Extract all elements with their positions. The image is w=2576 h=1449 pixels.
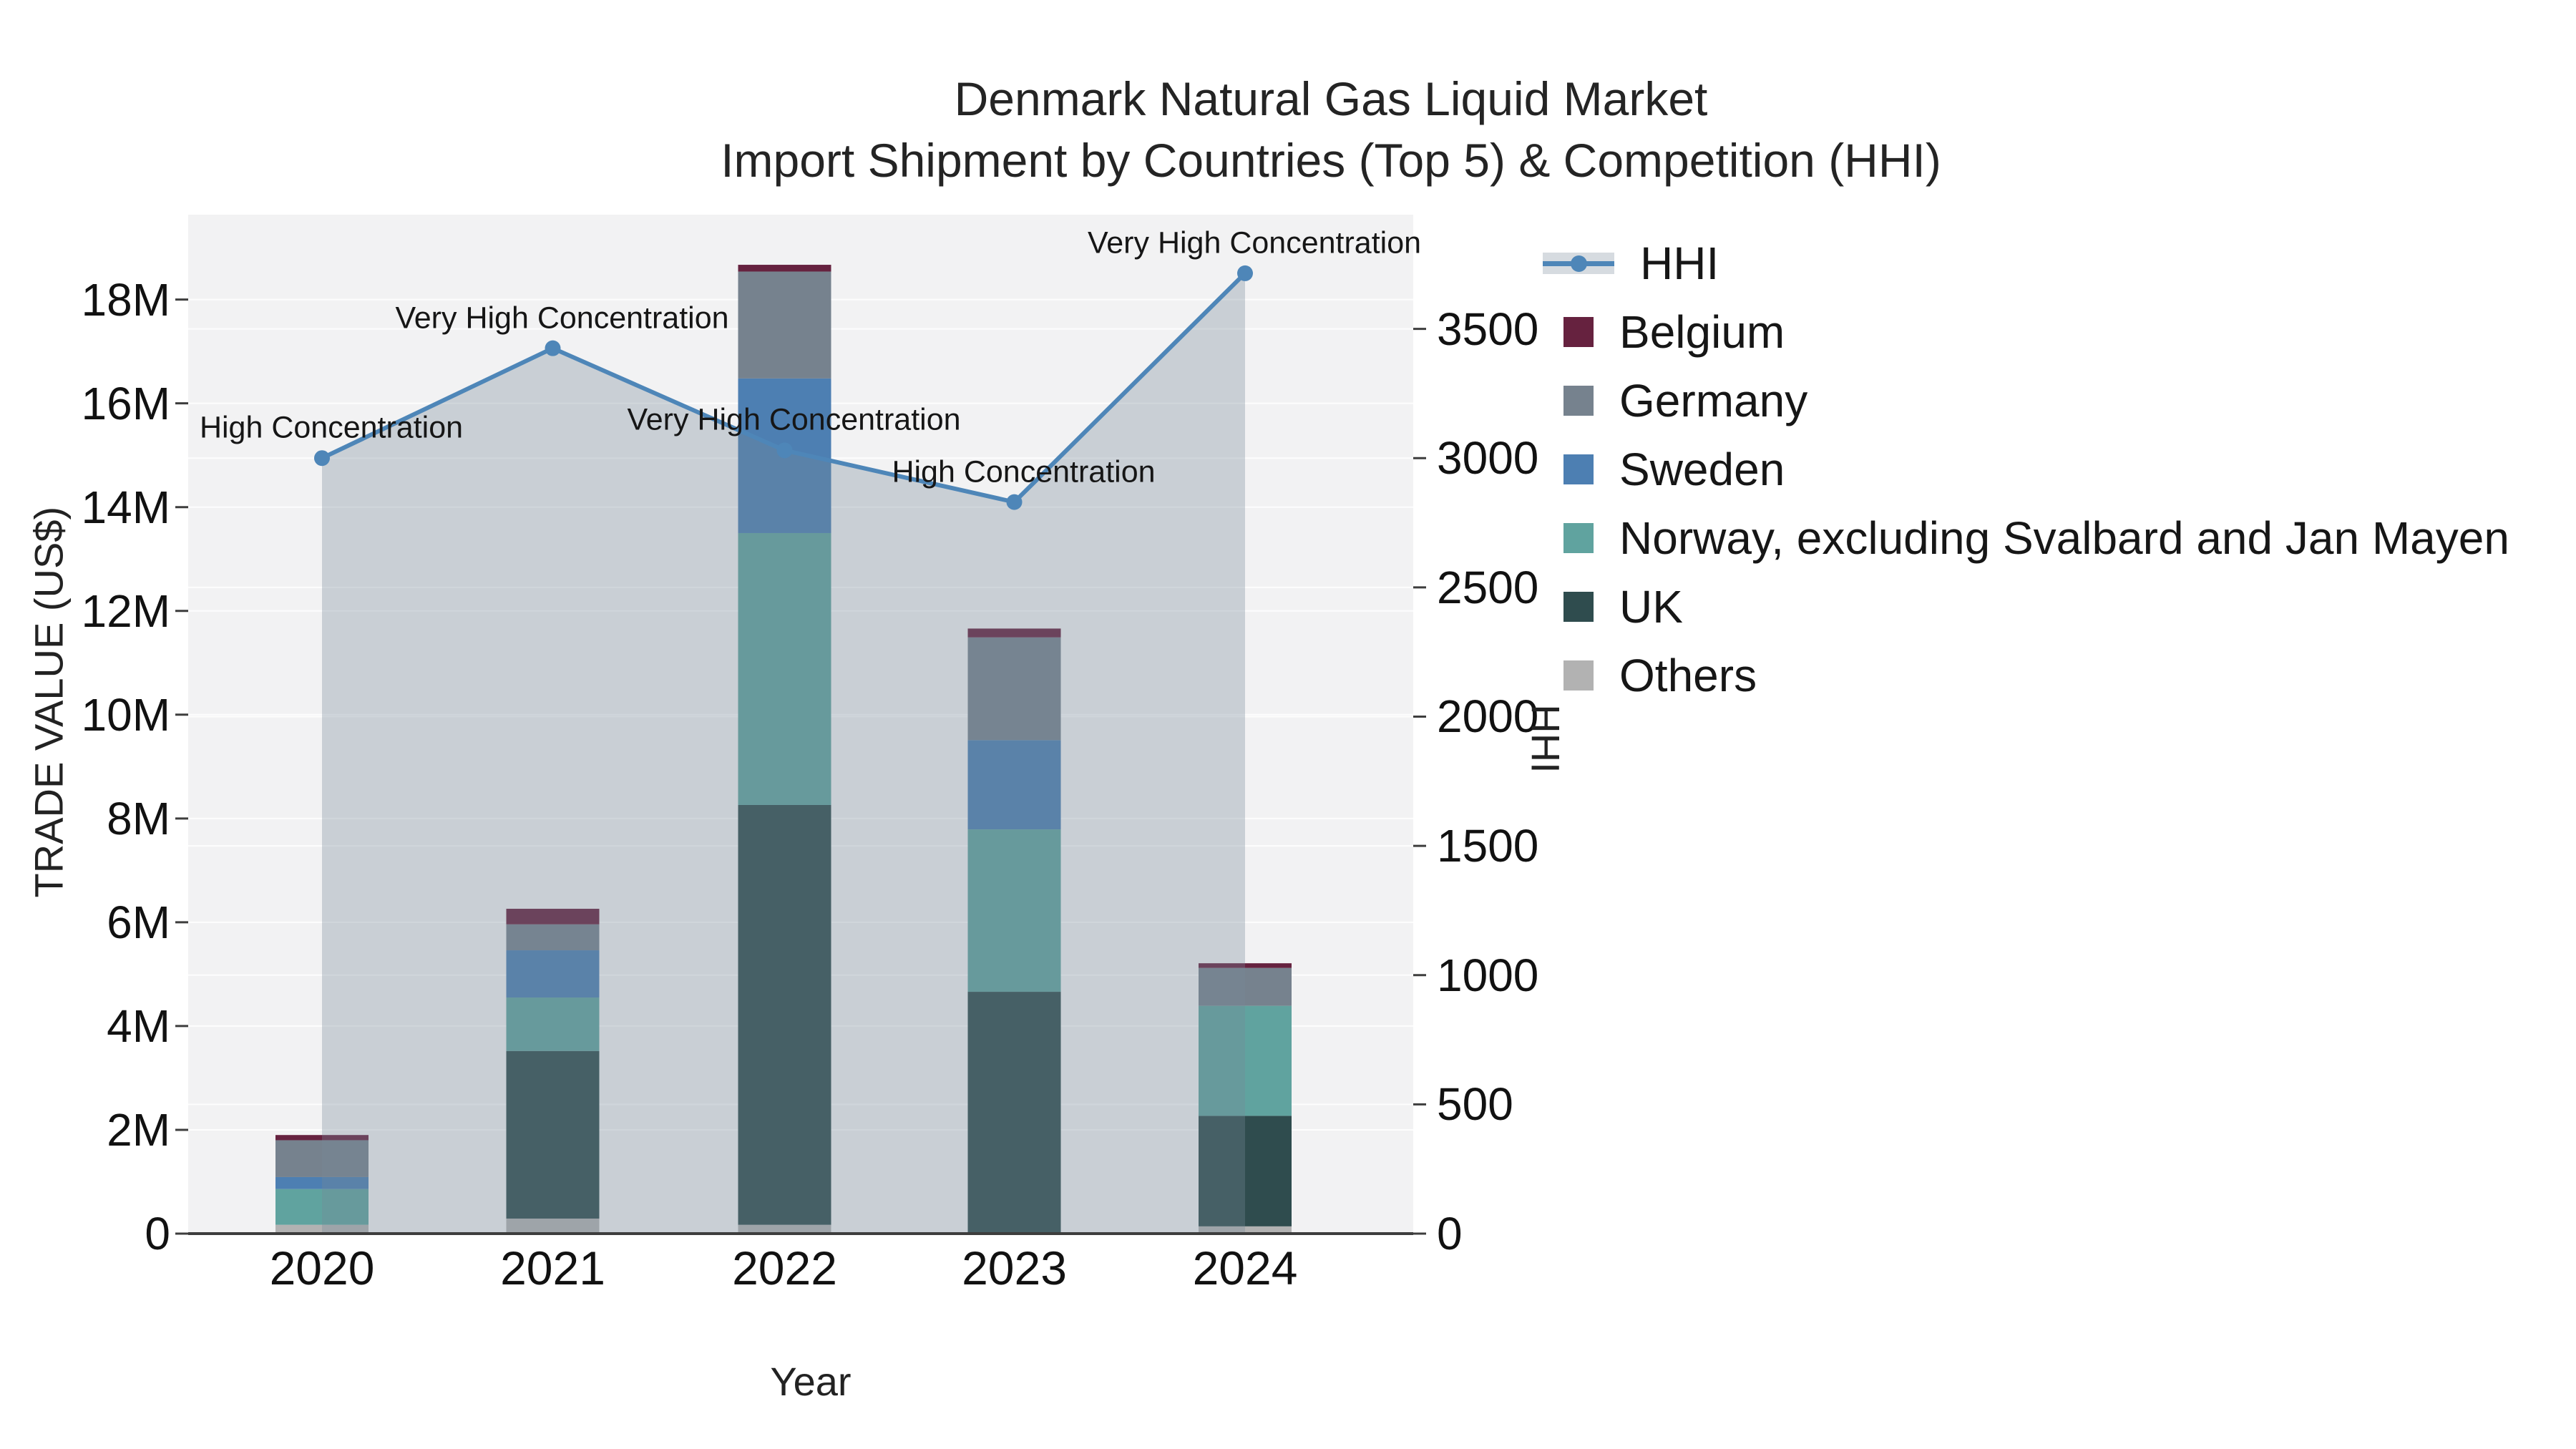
y-left-tick-16M: 16M (81, 377, 171, 429)
bar-segment-2021-sweden[interactable] (506, 950, 600, 998)
y-left-tick-14M: 14M (81, 481, 171, 533)
bar-segment-2023-germany[interactable] (967, 637, 1061, 741)
y-right-tick-2000: 2000 (1437, 691, 1539, 743)
y-left-tick-10M: 10M (81, 688, 171, 741)
legend-swatch-sweden (1563, 454, 1594, 484)
legend-item-germany[interactable]: Germany (1538, 372, 1807, 429)
bar-segment-2020-germany[interactable] (275, 1140, 369, 1177)
x-tick-2022: 2022 (732, 1241, 837, 1294)
y-left-tick-6M: 6M (107, 896, 170, 948)
legend-label: Sweden (1619, 444, 1785, 495)
y-right-tick-1500: 1500 (1437, 820, 1539, 872)
hhi-annotation-2022: Very High Concentration (627, 402, 961, 437)
legend-label: Others (1619, 650, 1757, 701)
bar-segment-2022-others[interactable] (738, 1224, 831, 1234)
hhi-annotation-2024: Very High Concentration (1087, 225, 1422, 260)
legend-item-norway[interactable]: Norway, excluding Svalbard and Jan Mayen (1538, 509, 2509, 567)
bar-segment-2020-belgium[interactable] (275, 1135, 369, 1141)
bar-segment-2022-norway[interactable] (738, 532, 831, 805)
y-left-tick-12M: 12M (81, 585, 171, 637)
bar-segment-2024-others[interactable] (1199, 1226, 1292, 1234)
bar-segment-2021-uk[interactable] (506, 1050, 600, 1219)
x-axis-title: Year (770, 1359, 852, 1404)
hhi-fill-area (322, 273, 1245, 1234)
chart-title-line2: Import Shipment by Countries (Top 5) & C… (721, 134, 1941, 187)
bar-segment-2022-belgium[interactable] (738, 265, 831, 272)
legend-swatch-germany (1563, 386, 1594, 416)
bar-segment-2024-uk[interactable] (1199, 1116, 1292, 1226)
bar-segment-2024-belgium[interactable] (1199, 963, 1292, 968)
hhi-marker-2020[interactable] (314, 450, 330, 467)
bar-segment-2021-belgium[interactable] (506, 909, 600, 924)
legend-label: UK (1619, 581, 1683, 633)
hhi-marker-2021[interactable] (545, 340, 561, 356)
hhi-line-legend-icon (1543, 253, 1614, 274)
bar-segment-2023-uk[interactable] (967, 992, 1061, 1234)
x-tick-2020: 2020 (269, 1241, 375, 1294)
legend-swatch-uk (1563, 592, 1594, 622)
legend-label: Norway, excluding Svalbard and Jan Mayen (1619, 512, 2509, 564)
legend-swatch-belgium (1563, 317, 1594, 347)
hhi-annotation-2023: High Concentration (892, 454, 1156, 489)
bar-segment-2021-germany[interactable] (506, 924, 600, 951)
bar-segment-2023-sweden[interactable] (967, 740, 1061, 830)
legend-swatch-others (1563, 660, 1594, 691)
bar-segment-2023-belgium[interactable] (967, 628, 1061, 638)
y-left-tick-18M: 18M (81, 273, 171, 326)
y-left-tick-0: 0 (145, 1208, 170, 1259)
x-tick-2021: 2021 (500, 1241, 605, 1294)
bar-segment-2024-germany[interactable] (1199, 967, 1292, 1006)
y-right-tick-3000: 3000 (1437, 432, 1539, 484)
bar-segment-2022-uk[interactable] (738, 804, 831, 1225)
y-right-tick-1000: 1000 (1437, 949, 1539, 1001)
bar-segment-2020-norway[interactable] (275, 1189, 369, 1225)
chart-title-line1: Denmark Natural Gas Liquid Market (954, 72, 1708, 125)
x-tick-2023: 2023 (962, 1241, 1067, 1294)
legend-label: HHI (1640, 238, 1719, 289)
hhi-marker-2022[interactable] (776, 442, 793, 459)
y-right-tick-500: 500 (1437, 1078, 1513, 1131)
x-tick-2024: 2024 (1192, 1241, 1298, 1294)
bar-segment-2020-others[interactable] (275, 1224, 369, 1234)
y-axis-left-title: TRADE VALUE (US$) (26, 506, 72, 898)
y-right-tick-2500: 2500 (1437, 561, 1539, 613)
legend-item-belgium[interactable]: Belgium (1538, 303, 1785, 361)
legend-item-sweden[interactable]: Sweden (1538, 441, 1785, 498)
y-left-tick-8M: 8M (107, 792, 170, 844)
hhi-annotation-2021: Very High Concentration (395, 301, 729, 336)
legend-label: Belgium (1619, 306, 1785, 358)
bar-segment-2021-others[interactable] (506, 1218, 600, 1234)
bar-segment-2023-norway[interactable] (967, 829, 1061, 992)
legend-item-hhi[interactable]: HHI (1538, 235, 1719, 292)
bar-segment-2020-sweden[interactable] (275, 1176, 369, 1189)
legend-item-others[interactable]: Others (1538, 647, 1757, 704)
hhi-annotation-2020: High Concentration (199, 410, 464, 445)
bar-segment-2022-germany[interactable] (738, 271, 831, 379)
y-right-tick-3500: 3500 (1437, 303, 1539, 355)
hhi-marker-2024[interactable] (1237, 265, 1253, 281)
legend-swatch-norway (1563, 523, 1594, 553)
bar-segment-2024-norway[interactable] (1199, 1005, 1292, 1116)
y-right-tick-0: 0 (1437, 1208, 1463, 1259)
y-left-tick-2M: 2M (107, 1103, 170, 1156)
bar-segment-2021-norway[interactable] (506, 997, 600, 1051)
hhi-marker-2023[interactable] (1006, 494, 1023, 510)
y-left-tick-4M: 4M (107, 1000, 170, 1052)
legend-label: Germany (1619, 375, 1808, 426)
legend-item-uk[interactable]: UK (1538, 578, 1683, 635)
